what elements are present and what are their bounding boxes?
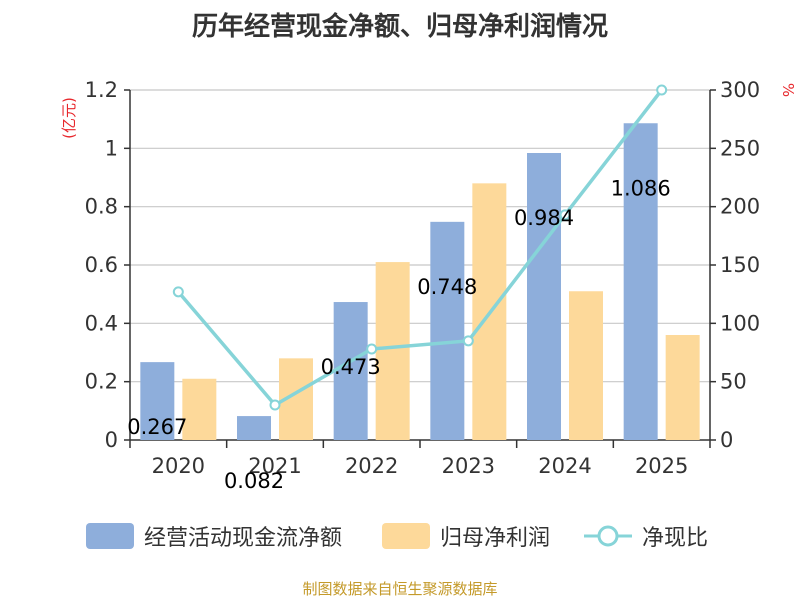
y-left-tick-label: 0.4	[85, 311, 118, 335]
bar-net-profit	[182, 378, 217, 440]
legend-item-cashflow[interactable]: 经营活动现金流净额	[86, 516, 342, 556]
legend-item-net-profit[interactable]: 归母净利润	[382, 516, 550, 556]
source-note: 制图数据来自恒生聚源数据库	[302, 580, 498, 598]
y-right-tick-label: 250	[720, 136, 760, 160]
bar-net-profit	[665, 335, 700, 440]
point-cash-ratio	[269, 399, 281, 411]
y-right-tick-label: 150	[720, 253, 760, 277]
point-cash-ratio	[366, 343, 378, 355]
x-tick-label: 2020	[152, 454, 205, 478]
data-label-cashflow: 0.473	[321, 355, 381, 379]
x-tick-label: 2024	[538, 454, 591, 478]
x-tick-label: 2023	[442, 454, 495, 478]
legend-swatch-net-profit	[382, 523, 430, 549]
data-label-cashflow: 0.984	[514, 206, 574, 230]
legend-swatch-cashflow	[86, 523, 134, 549]
legend-swatch-cash-ratio	[584, 525, 632, 547]
y-right-tick-label: 100	[720, 311, 760, 335]
x-tick-label: 2021	[248, 454, 301, 478]
x-tick-label: 2025	[635, 454, 688, 478]
line-cash-ratio	[177, 88, 664, 408]
point-cash-ratio	[172, 286, 184, 298]
bar-cashflow	[140, 362, 175, 440]
y-left-tick-label: 0	[105, 428, 118, 452]
legend: 经营活动现金流净额 归母净利润 净现比	[0, 516, 800, 556]
y-right-tick-label: 50	[720, 370, 747, 394]
point-cash-ratio	[462, 335, 474, 347]
y-left-tick-label: 1.2	[85, 78, 118, 102]
legend-label-cash-ratio: 净现比	[642, 526, 709, 551]
y-left-tick-label: 1	[105, 136, 118, 160]
y-left-tick-label: 0.2	[85, 370, 118, 394]
legend-label-net-profit: 归母净利润	[440, 526, 551, 551]
data-label-cashflow: 0.267	[127, 415, 187, 439]
bar-cashflow	[430, 221, 465, 440]
chart-title: 历年经营现金净额、归母净利润情况	[191, 12, 608, 42]
point-cash-ratio	[656, 84, 668, 96]
y-left-tick-label: 0.8	[85, 195, 118, 219]
data-label-cashflow: 0.748	[417, 275, 477, 299]
bar-cashflow	[623, 123, 658, 440]
legend-label-cashflow: 经营活动现金流净额	[144, 526, 343, 551]
data-label-cashflow: 1.086	[611, 176, 671, 200]
bar-cashflow	[333, 302, 368, 440]
y-right-tick-label: 200	[720, 195, 760, 219]
bar-cashflow	[527, 153, 561, 440]
y-left-tick-label: 0.6	[85, 253, 118, 277]
bar-cashflow	[237, 416, 271, 440]
y-right-tick-label: 300	[720, 78, 760, 102]
data-label-cashflow: 0.082	[224, 469, 284, 493]
legend-item-cash-ratio[interactable]: 净现比	[584, 516, 708, 556]
y-right-unit: %	[779, 83, 797, 97]
point-cash-ratio	[559, 209, 571, 221]
y-left-unit: (亿元)	[60, 97, 78, 139]
bar-net-profit	[569, 291, 603, 440]
bar-net-profit	[375, 262, 410, 440]
y-right-tick-label: 0	[720, 428, 733, 452]
x-tick-label: 2022	[345, 454, 398, 478]
